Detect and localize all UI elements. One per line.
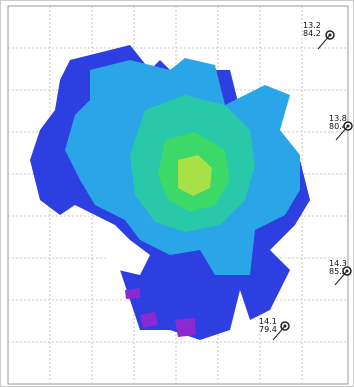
page: 13.284.213.880.414.385.214.179.4 (() => …: [0, 0, 354, 387]
station-dewpoint: 84.2: [303, 29, 321, 38]
station-dewpoint: 79.4: [259, 325, 277, 334]
radar-map: 13.284.213.880.414.385.214.179.4: [0, 0, 354, 387]
